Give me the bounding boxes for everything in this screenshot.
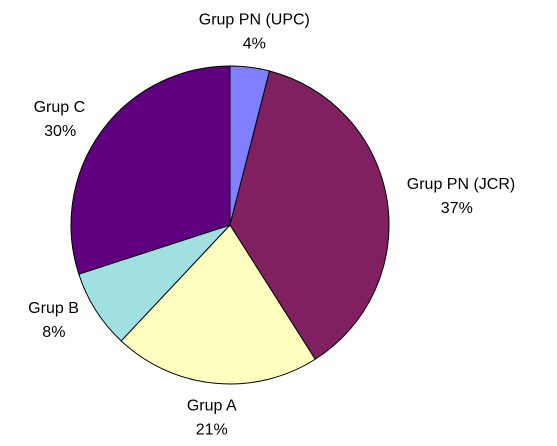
slice-label: Grup A [187,397,237,414]
slice-value-label: 4% [243,36,266,53]
slice-value-label: 21% [196,421,228,438]
slice-label: Grup PN (UPC) [199,12,310,29]
slice-value-label: 30% [44,123,76,140]
pie-slice [120,224,316,385]
slice-label: Grup C [34,99,86,116]
pie-slice [70,65,231,275]
slice-value-label: 8% [42,324,65,341]
slice-label: Grup B [28,300,79,317]
slice-label: Grup PN (JCR) [407,176,515,193]
slice-value-label: 37% [441,200,473,217]
